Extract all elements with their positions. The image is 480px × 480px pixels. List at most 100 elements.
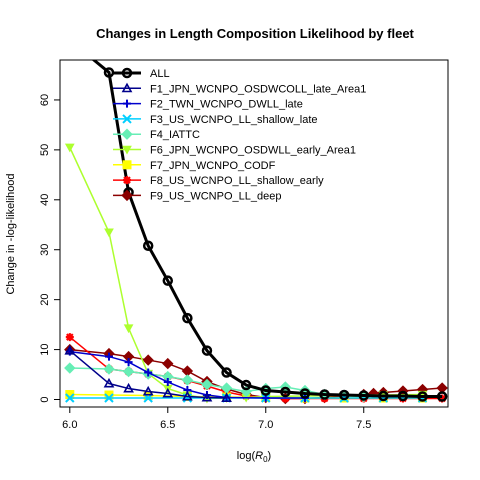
series-all <box>66 36 448 402</box>
x-axis-label-r: R <box>255 450 263 462</box>
legend-marker <box>122 114 132 124</box>
y-axis: 0 10 20 30 40 50 60 <box>39 94 61 403</box>
x-tick-label: 7.0 <box>258 419 273 431</box>
data-point <box>65 393 75 403</box>
data-point <box>260 385 272 396</box>
legend-label: F2_TWN_WCNPO_DWLL_late <box>150 99 303 111</box>
data-point <box>378 390 389 402</box>
legend-marker <box>121 67 133 79</box>
legend-item-f2-twn-wcnpo-dwll-late: F2_TWN_WCNPO_DWLL_late <box>113 99 303 111</box>
x-tick-label: 7.5 <box>356 419 371 431</box>
legend-item-f9-us-wcnpo-ll-deep: F9_US_WCNPO_LL_deep <box>113 189 281 202</box>
x-axis: 6.0 6.5 7.0 7.5 <box>62 406 371 431</box>
legend-item-f8-us-wcnpo-ll-shallow-early: F8_US_WCNPO_LL_shallow_early <box>113 175 324 187</box>
data-point <box>142 240 154 251</box>
data-point <box>103 67 115 78</box>
data-point <box>144 368 153 377</box>
series-line <box>69 367 364 398</box>
series-layer <box>64 36 448 405</box>
data-point <box>201 391 213 402</box>
data-point <box>123 324 134 334</box>
data-point <box>66 36 74 44</box>
legend-label: F4_IATTC <box>150 129 200 141</box>
data-point <box>319 389 330 400</box>
legend: ALL F1_JPN_WCNPO_OSDWCOLL_late_Area1 F2_TW… <box>113 67 366 202</box>
series-line <box>69 350 305 399</box>
data-point <box>104 228 114 238</box>
legend-marker <box>122 160 132 170</box>
y-tick-label: 20 <box>39 294 51 306</box>
data-point <box>221 367 232 378</box>
y-tick-label: 30 <box>39 244 51 256</box>
series-line <box>91 60 443 399</box>
data-point <box>201 345 213 356</box>
x-axis-label-main: log( <box>237 450 256 462</box>
data-point <box>162 357 174 370</box>
plot-area <box>59 36 449 408</box>
legend-item-all: ALL <box>113 67 170 80</box>
y-tick-label: 60 <box>39 94 51 106</box>
data-point <box>221 392 232 403</box>
x-axis-label-subscript: 0 <box>263 455 268 464</box>
x-axis-label-close: ) <box>268 450 272 462</box>
data-point <box>65 333 74 342</box>
data-point <box>280 386 291 398</box>
legend-item-f1-jpn-wcnpo-osdwcoll-late-area1: F1_JPN_WCNPO_OSDWCOLL_late_Area1 <box>113 82 366 95</box>
data-point <box>162 275 174 286</box>
y-tick-label: 40 <box>39 194 51 206</box>
data-point <box>122 365 135 378</box>
series-f1-jpn-wcnpo-osdwcoll-late-area1 <box>64 344 232 403</box>
legend-label: F3_US_WCNPO_LL_shallow_late <box>150 114 318 126</box>
data-point <box>142 385 154 396</box>
x-tick-label: 6.5 <box>160 419 175 431</box>
data-point <box>123 382 134 393</box>
data-point <box>397 390 409 402</box>
chart-title: Changes in Length Composition Likelihood… <box>96 26 414 41</box>
legend-marker <box>122 145 132 155</box>
y-tick-label: 10 <box>39 343 51 355</box>
data-point <box>182 312 193 324</box>
y-axis-label: Change in -log-likelihood <box>5 173 17 294</box>
data-point <box>240 379 252 391</box>
data-point <box>64 362 76 374</box>
data-point <box>338 389 350 401</box>
data-point <box>438 394 447 403</box>
data-point <box>182 393 193 403</box>
legend-item-f4-iattc: F4_IATTC <box>113 128 200 141</box>
legend-marker <box>123 176 131 185</box>
data-point <box>162 387 174 398</box>
data-point <box>436 391 448 402</box>
data-point <box>104 352 113 361</box>
y-tick-label: 50 <box>39 144 51 156</box>
data-point <box>299 388 311 399</box>
legend-label: ALL <box>150 68 170 80</box>
data-point <box>103 363 115 375</box>
legend-marker <box>121 189 133 202</box>
legend-label: F7_JPN_WCNPO_CODF <box>150 160 276 172</box>
legend-label: F1_JPN_WCNPO_OSDWCOLL_late_Area1 <box>150 83 366 95</box>
data-point <box>64 143 75 153</box>
data-point <box>142 354 154 366</box>
data-point <box>358 390 369 401</box>
x-axis-label: log(R0) <box>237 450 271 464</box>
data-point <box>64 344 76 355</box>
legend-label: F9_US_WCNPO_LL_deep <box>150 190 281 202</box>
legend-item-f3-us-wcnpo-ll-shallow-late: F3_US_WCNPO_LL_shallow_late <box>113 114 318 126</box>
legend-marker <box>121 128 133 140</box>
data-point <box>182 390 193 401</box>
data-point <box>104 393 114 403</box>
data-point <box>201 378 213 391</box>
legend-item-f6-jpn-wcnpo-osdwll-early-area1: F6_JPN_WCNPO_OSDWLL_early_Area1 <box>113 145 356 157</box>
data-point <box>181 374 194 386</box>
data-point <box>124 358 133 367</box>
data-point <box>417 391 428 402</box>
y-tick-label: 0 <box>39 396 51 402</box>
legend-label: F6_JPN_WCNPO_OSDWLL_early_Area1 <box>150 145 356 157</box>
x-tick-label: 6.0 <box>62 419 77 431</box>
data-point <box>163 378 172 387</box>
legend-marker <box>121 82 133 93</box>
data-point <box>103 377 115 388</box>
legend-marker <box>123 99 131 108</box>
legend-item-f7-jpn-wcnpo-codf: F7_JPN_WCNPO_CODF <box>113 160 276 172</box>
